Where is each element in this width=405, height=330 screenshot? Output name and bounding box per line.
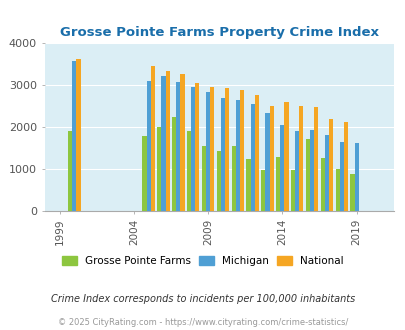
- Bar: [161, 76, 165, 211]
- Bar: [201, 146, 205, 211]
- Bar: [220, 98, 224, 211]
- Bar: [76, 59, 81, 211]
- Bar: [187, 131, 191, 211]
- Bar: [261, 170, 265, 211]
- Bar: [224, 88, 229, 211]
- Bar: [72, 61, 76, 211]
- Title: Grosse Pointe Farms Property Crime Index: Grosse Pointe Farms Property Crime Index: [60, 26, 378, 39]
- Bar: [180, 75, 184, 211]
- Bar: [320, 158, 324, 211]
- Bar: [305, 139, 309, 211]
- Bar: [165, 71, 169, 211]
- Bar: [298, 106, 303, 211]
- Bar: [246, 159, 250, 211]
- Bar: [239, 90, 243, 211]
- Bar: [157, 127, 161, 211]
- Bar: [142, 136, 146, 211]
- Bar: [275, 157, 279, 211]
- Bar: [250, 104, 254, 211]
- Bar: [284, 102, 288, 211]
- Bar: [343, 122, 347, 211]
- Bar: [195, 83, 199, 211]
- Bar: [294, 131, 298, 211]
- Bar: [231, 146, 235, 211]
- Bar: [68, 131, 72, 211]
- Legend: Grosse Pointe Farms, Michigan, National: Grosse Pointe Farms, Michigan, National: [58, 252, 347, 270]
- Bar: [324, 135, 328, 211]
- Bar: [172, 117, 176, 211]
- Bar: [210, 87, 214, 211]
- Text: Crime Index corresponds to incidents per 100,000 inhabitants: Crime Index corresponds to incidents per…: [51, 294, 354, 304]
- Bar: [339, 142, 343, 211]
- Bar: [146, 81, 150, 211]
- Bar: [150, 66, 155, 211]
- Bar: [205, 92, 210, 211]
- Bar: [328, 119, 333, 211]
- Bar: [191, 87, 195, 211]
- Bar: [335, 169, 339, 211]
- Bar: [265, 113, 269, 211]
- Bar: [313, 107, 318, 211]
- Bar: [235, 100, 239, 211]
- Text: © 2025 CityRating.com - https://www.cityrating.com/crime-statistics/: © 2025 CityRating.com - https://www.city…: [58, 318, 347, 327]
- Bar: [216, 151, 220, 211]
- Bar: [269, 106, 273, 211]
- Bar: [254, 95, 258, 211]
- Bar: [350, 174, 354, 211]
- Bar: [279, 125, 284, 211]
- Bar: [290, 170, 294, 211]
- Bar: [309, 130, 313, 211]
- Bar: [354, 144, 358, 211]
- Bar: [176, 82, 180, 211]
